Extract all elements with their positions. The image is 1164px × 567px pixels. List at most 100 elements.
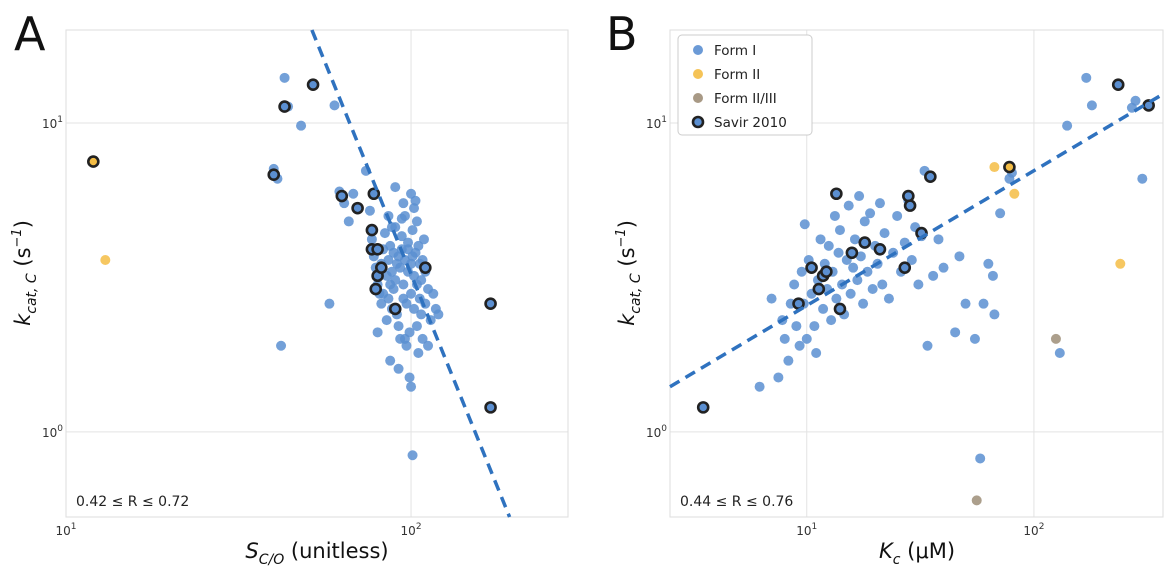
y-tick-label: 100: [42, 424, 63, 440]
scatter-points-b: [696, 72, 1155, 506]
data-point: [407, 251, 418, 262]
savir-point: [306, 78, 320, 92]
data-point: [877, 279, 888, 290]
data-point: [928, 270, 939, 281]
data-point: [906, 255, 917, 266]
savir-point: [1111, 78, 1125, 92]
data-point: [416, 309, 427, 320]
data-point: [938, 262, 949, 273]
savir-point: [696, 401, 710, 414]
data-point: [428, 288, 439, 299]
data-point: [960, 298, 971, 309]
data-point: [852, 275, 863, 286]
data-point: [279, 72, 290, 83]
grid-a: [65, 30, 568, 517]
legend-marker-form23: [693, 93, 703, 103]
data-point: [845, 288, 856, 299]
data-point: [796, 266, 807, 277]
data-point: [418, 234, 429, 245]
y-tick-label: 101: [646, 115, 667, 131]
y-axis-label-a: kcat, C (s−1): [10, 220, 40, 326]
x-tick-label: 101: [796, 522, 817, 538]
data-point: [892, 210, 903, 221]
legend-marker-form1: [693, 45, 703, 55]
panel-letter-a: A: [14, 7, 46, 61]
legend: Form I Form II Form II/III Savir 2010: [677, 34, 813, 136]
data-point: [883, 293, 894, 304]
data-point: [859, 216, 870, 227]
data-point: [433, 309, 444, 320]
data-point: [411, 321, 422, 332]
data-point: [399, 333, 410, 344]
data-point: [831, 293, 842, 304]
data-point: [865, 208, 876, 219]
data-point: [416, 275, 427, 286]
legend-marker-form2: [693, 69, 703, 79]
data-point: [385, 355, 396, 366]
data-point: [833, 247, 844, 258]
r-annotation-b: 0.44 ≤ R ≤ 0.76: [680, 494, 793, 510]
data-point: [411, 216, 422, 227]
data-point: [799, 219, 810, 230]
savir-point: [375, 261, 388, 274]
data-point: [348, 188, 359, 199]
r-annotation-a: 0.42 ≤ R ≤ 0.72: [76, 494, 189, 510]
savir-point: [351, 201, 364, 215]
savir-point: [335, 189, 349, 203]
data-point: [933, 234, 944, 245]
x-tick-label: 102: [1023, 522, 1044, 538]
savir-point: [903, 199, 917, 212]
data-point: [987, 270, 998, 281]
regression-line: [669, 92, 1164, 389]
data-point: [386, 222, 397, 233]
data-point: [834, 225, 845, 236]
savir-point: [367, 187, 381, 201]
savir-point: [267, 168, 281, 182]
data-point: [324, 298, 335, 309]
data-point: [801, 333, 812, 344]
data-point: [407, 225, 418, 236]
data-point: [376, 298, 387, 309]
data-point: [823, 240, 834, 251]
data-point: [1086, 100, 1097, 111]
data-point: [1115, 258, 1126, 269]
data-point: [390, 275, 401, 286]
savir-point: [484, 401, 497, 414]
data-point: [393, 363, 404, 374]
data-point: [381, 315, 392, 326]
savir-point: [365, 223, 379, 237]
data-point: [811, 347, 822, 358]
data-point: [913, 279, 924, 290]
data-point: [766, 293, 777, 304]
savir-point: [278, 100, 291, 113]
data-point: [372, 327, 383, 338]
data-point: [783, 355, 794, 366]
data-point: [401, 298, 412, 309]
savir-point: [1003, 160, 1016, 174]
data-point: [1062, 120, 1073, 131]
savir-point: [369, 282, 383, 296]
data-point: [390, 182, 401, 193]
data-point: [413, 240, 424, 251]
data-point: [413, 347, 424, 358]
plot-frame-a: [65, 29, 569, 518]
y-tick-label: 101: [42, 115, 63, 131]
data-point: [858, 298, 869, 309]
x-axis-label-a: SC/O (unitless): [245, 539, 388, 567]
data-point: [995, 208, 1006, 219]
data-point: [789, 279, 800, 290]
legend-box: [677, 34, 813, 136]
data-point: [848, 262, 859, 273]
savir-point: [902, 189, 915, 203]
data-point: [818, 303, 829, 314]
y-tick-label: 100: [646, 424, 667, 440]
ticks-a: 101 102 100 101: [42, 115, 422, 538]
data-point: [989, 309, 1000, 320]
data-point: [971, 495, 982, 506]
savir-point: [845, 246, 859, 260]
data-point: [874, 198, 885, 209]
legend-label: Savir 2010: [714, 115, 787, 131]
panel-letter-b: B: [606, 7, 638, 61]
savir-point: [830, 187, 843, 201]
x-axis-label-b: Kc (μM): [879, 539, 955, 567]
